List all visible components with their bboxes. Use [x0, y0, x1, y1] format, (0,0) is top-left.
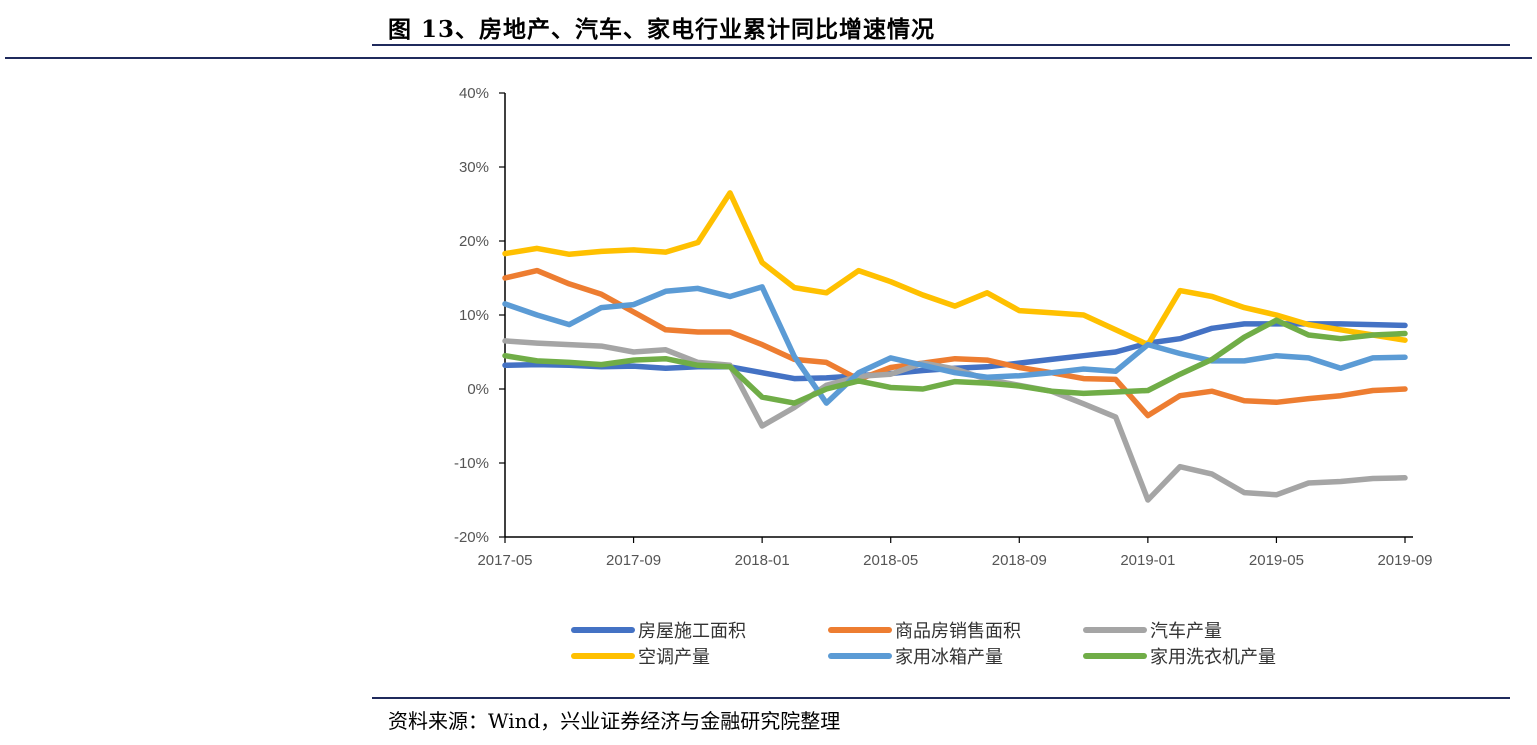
- y-tick-label: 20%: [459, 233, 489, 250]
- series-line-6: [502, 317, 1408, 406]
- legend-label: 家用洗衣机产量: [1150, 647, 1276, 668]
- x-tick-label: 2018-01: [735, 552, 790, 569]
- legend-label: 家用冰箱产量: [895, 647, 1003, 668]
- legend-label: 房屋施工面积: [638, 621, 746, 642]
- header-rule: [5, 57, 1532, 59]
- y-tick-label: -10%: [454, 455, 489, 472]
- series-line-2: [502, 267, 1408, 419]
- series-line-4: [502, 190, 1408, 348]
- x-tick-label: 2018-09: [992, 552, 1047, 569]
- chart-axes: 40% 30% 20% 10% 0% -10% -20% 2017-05 2017-09 2018…: [454, 85, 1433, 569]
- x-tick-label: 2019-09: [1377, 552, 1432, 569]
- line-chart: 40% 30% 20% 10% 0% -10% -20% 2017-05 2017-09 2018…: [454, 85, 1433, 668]
- x-tick-label: 2017-09: [606, 552, 661, 569]
- source-note: 资料来源：Wind，兴业证券经济与金融研究院整理: [388, 709, 841, 733]
- legend-label: 空调产量: [638, 647, 710, 668]
- y-tick-label: -20%: [454, 529, 489, 546]
- y-tick-label: 40%: [459, 85, 489, 102]
- source-rule: [372, 697, 1510, 699]
- legend-label: 汽车产量: [1150, 621, 1222, 642]
- x-tick-label: 2018-05: [863, 552, 918, 569]
- y-tick-label: 30%: [459, 159, 489, 176]
- y-tick-label: 0%: [467, 381, 489, 398]
- x-tick-label: 2017-05: [477, 552, 532, 569]
- series-line-3: [502, 338, 1408, 503]
- chart-series: [502, 190, 1408, 503]
- y-tick-label: 10%: [459, 307, 489, 324]
- series-line-5: [502, 284, 1408, 406]
- x-tick-label: 2019-01: [1120, 552, 1175, 569]
- figure-title: 图 13、房地产、汽车、家电行业累计同比增速情况: [388, 16, 936, 43]
- legend-label: 商品房销售面积: [895, 621, 1021, 642]
- title-rule: [372, 44, 1510, 46]
- x-tick-label: 2019-05: [1249, 552, 1304, 569]
